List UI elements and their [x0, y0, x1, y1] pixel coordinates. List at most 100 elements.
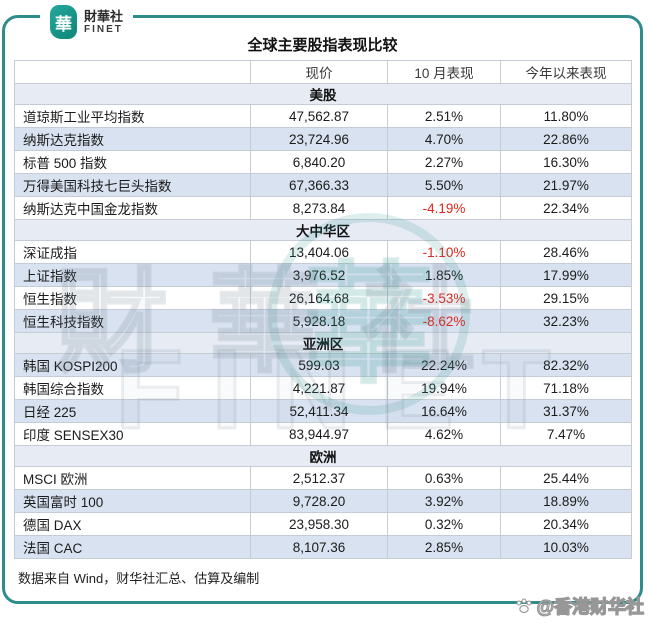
column-header-price: 现价 — [250, 60, 388, 84]
ytd-performance: 21.97% — [500, 173, 632, 197]
index-performance-table: 现价 10 月表现 今年以来表现 美股 道琼斯工业平均指数 47,562.87 2.5… — [14, 60, 632, 559]
october-performance: 22.24% — [387, 353, 501, 377]
section-row: 欧洲 — [14, 445, 632, 467]
october-performance: 0.32% — [387, 512, 501, 536]
ytd-performance: 32.23% — [500, 309, 632, 333]
table-row: 韩国综合指数 4,221.87 19.94% 71.18% — [14, 376, 632, 400]
main-content: 全球主要股指表现比较 现价 10 月表现 今年以来表现 美股 道琼斯工业平均指数 4… — [14, 34, 632, 587]
index-price: 67,366.33 — [250, 173, 388, 197]
index-price: 4,221.87 — [250, 376, 388, 400]
october-performance: 19.94% — [387, 376, 501, 400]
index-price: 3,976.52 — [250, 263, 388, 287]
table-row: 恒生指数 26,164.68 -3.53% 29.15% — [14, 286, 632, 310]
ytd-performance: 22.34% — [500, 196, 632, 220]
ytd-performance: 22.86% — [500, 127, 632, 151]
table-row: 德国 DAX 23,958.30 0.32% 20.34% — [14, 512, 632, 536]
index-name: 印度 SENSEX30 — [14, 422, 251, 446]
index-name: 恒生指数 — [14, 286, 251, 310]
ytd-performance: 10.03% — [500, 535, 632, 559]
index-name: 深证成指 — [14, 240, 251, 264]
table-row: 法国 CAC 8,107.36 2.85% 10.03% — [14, 535, 632, 559]
table-row: 纳斯达克指数 23,724.96 4.70% 22.86% — [14, 127, 632, 151]
index-price: 13,404.06 — [250, 240, 388, 264]
table-body: 美股 道琼斯工业平均指数 47,562.87 2.51% 11.80% 纳斯达克指数 23,… — [14, 83, 632, 559]
index-price: 599.03 — [250, 353, 388, 377]
column-header-ytd: 今年以来表现 — [500, 60, 632, 84]
ytd-performance: 28.46% — [500, 240, 632, 264]
october-performance: -4.19% — [387, 196, 501, 220]
index-price: 8,107.36 — [250, 535, 388, 559]
ytd-performance: 82.32% — [500, 353, 632, 377]
index-price: 23,724.96 — [250, 127, 388, 151]
header-row: 现价 10 月表现 今年以来表现 — [14, 60, 632, 84]
ytd-performance: 17.99% — [500, 263, 632, 287]
october-performance: 4.62% — [387, 422, 501, 446]
index-name: 韩国 KOSPI200 — [14, 353, 251, 377]
ytd-performance: 16.30% — [500, 150, 632, 174]
ytd-performance: 31.37% — [500, 399, 632, 423]
border-frame — [2, 15, 643, 604]
brand-name-en: FINET — [84, 23, 123, 35]
index-name: 恒生科技指数 — [14, 309, 251, 333]
section-row: 大中华区 — [14, 219, 632, 241]
october-performance: 1.85% — [387, 263, 501, 287]
index-price: 23,958.30 — [250, 512, 388, 536]
index-name: 德国 DAX — [14, 512, 251, 536]
section-label: 大中华区 — [14, 219, 632, 241]
index-price: 9,728.20 — [250, 489, 388, 513]
section-label: 美股 — [14, 83, 632, 105]
column-header-october: 10 月表现 — [387, 60, 501, 84]
october-performance: -1.10% — [387, 240, 501, 264]
ytd-performance: 29.15% — [500, 286, 632, 310]
column-header-name — [14, 60, 251, 84]
section-label: 欧洲 — [14, 445, 632, 467]
section-label: 亚洲区 — [14, 332, 632, 354]
publisher-watermark: @香港财华社 — [514, 593, 645, 619]
index-price: 83,944.97 — [250, 422, 388, 446]
ytd-performance: 11.80% — [500, 104, 632, 128]
ytd-performance: 18.89% — [500, 489, 632, 513]
index-price: 52,411.34 — [250, 399, 388, 423]
october-performance: 2.85% — [387, 535, 501, 559]
ytd-performance: 7.47% — [500, 422, 632, 446]
october-performance: 4.70% — [387, 127, 501, 151]
index-name: MSCI 欧洲 — [14, 466, 251, 490]
page-title: 全球主要股指表现比较 — [247, 37, 398, 54]
index-name: 韩国综合指数 — [14, 376, 251, 400]
table-row: 日经 225 52,411.34 16.64% 31.37% — [14, 399, 632, 423]
index-name: 英国富时 100 — [14, 489, 251, 513]
logo-character: 華 — [55, 14, 72, 34]
index-price: 47,562.87 — [250, 104, 388, 128]
section-row: 美股 — [14, 83, 632, 105]
index-name: 法国 CAC — [14, 535, 251, 559]
table-row: 万得美国科技七巨头指数 67,366.33 5.50% 21.97% — [14, 173, 632, 197]
index-price: 8,273.84 — [250, 196, 388, 220]
source-note: 数据来自 Wind，财华社汇总、估算及编制 — [18, 571, 260, 586]
table-row: 英国富时 100 9,728.20 3.92% 18.89% — [14, 489, 632, 513]
index-price: 6,840.20 — [250, 150, 388, 174]
table-row: 韩国 KOSPI200 599.03 22.24% 82.32% — [14, 353, 632, 377]
ytd-performance: 71.18% — [500, 376, 632, 400]
table-row: 道琼斯工业平均指数 47,562.87 2.51% 11.80% — [14, 104, 632, 128]
october-performance: 5.50% — [387, 173, 501, 197]
october-performance: -8.62% — [387, 309, 501, 333]
ytd-performance: 20.34% — [500, 512, 632, 536]
brand-name-cn: 財華社 — [84, 8, 124, 24]
ytd-performance: 25.44% — [500, 466, 632, 490]
index-price: 26,164.68 — [250, 286, 388, 310]
october-performance: 16.64% — [387, 399, 501, 423]
brand-name: 財華社 FINET — [84, 8, 124, 35]
index-price: 5,928.18 — [250, 309, 388, 333]
october-performance: 2.51% — [387, 104, 501, 128]
table-row: 深证成指 13,404.06 -1.10% 28.46% — [14, 240, 632, 264]
table-row: MSCI 欧洲 2,512.37 0.63% 25.44% — [14, 466, 632, 490]
section-row: 亚洲区 — [14, 332, 632, 354]
october-performance: -3.53% — [387, 286, 501, 310]
index-name: 日经 225 — [14, 399, 251, 423]
table-row: 纳斯达克中国金龙指数 8,273.84 -4.19% 22.34% — [14, 196, 632, 220]
october-performance: 0.63% — [387, 466, 501, 490]
october-performance: 2.27% — [387, 150, 501, 174]
index-name: 上证指数 — [14, 263, 251, 287]
table-row: 上证指数 3,976.52 1.85% 17.99% — [14, 263, 632, 287]
